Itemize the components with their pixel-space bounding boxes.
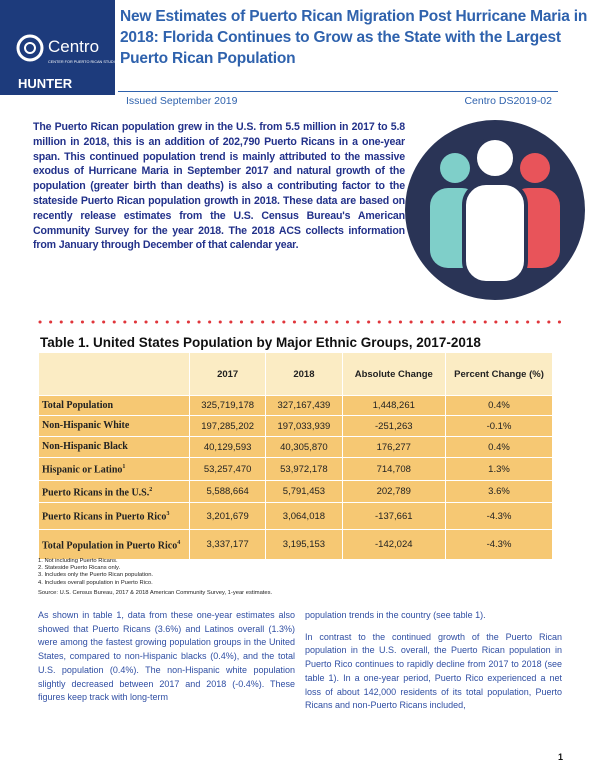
people-figures (430, 136, 560, 285)
table-cell: -0.1% (445, 415, 553, 437)
row-label: Puerto Ricans in the U.S.2 (38, 480, 190, 503)
table-cell: 40,129,593 (188, 436, 267, 458)
table-cell: -251,263 (341, 415, 447, 437)
table-cell: -142,024 (341, 529, 447, 560)
logo-name: Centro (48, 37, 99, 56)
table-cell: 1.3% (445, 457, 553, 481)
logo-subtitle: CENTER FOR PUERTO RICAN STUDIES (48, 60, 120, 64)
table-cell: -4.3% (445, 529, 553, 560)
source: Source: U.S. Census Bureau, 2017 & 2018 … (38, 590, 273, 596)
row-label: Total Population (38, 395, 190, 416)
column-header: Percent Change (%) (445, 352, 553, 396)
table-cell: 714,708 (341, 457, 447, 481)
table-row: Puerto Ricans in Puerto Rico3 3,201,679 3,… (38, 502, 553, 530)
footnote: 1. Not including Puerto Ricans. (38, 558, 118, 564)
table-cell: 176,277 (341, 436, 447, 458)
document-code: Centro DS2019-02 (464, 95, 552, 107)
logo-mark (16, 34, 44, 62)
row-label-text: Total Population (42, 399, 114, 411)
header-rule (118, 91, 558, 92)
table-cell: 53,972,178 (265, 457, 343, 481)
table-cell: 202,789 (341, 480, 447, 503)
footnote-marker: 4 (177, 539, 181, 546)
page-number: 1 (558, 752, 564, 762)
column-header: Absolute Change (341, 352, 447, 396)
body-paragraph: In contrast to the continued growth of t… (305, 631, 562, 711)
header-cell (38, 352, 190, 396)
footnote: 3. Includes only the Puerto Rican popula… (38, 572, 154, 579)
footnote-marker: 3 (166, 511, 170, 518)
footnote-marker: 2 (149, 486, 153, 493)
table-cell: 325,719,178 (188, 395, 267, 416)
table-cell: 5,791,453 (265, 480, 343, 503)
row-label: Non-Hispanic White (38, 415, 190, 437)
row-label: Total Population in Puerto Rico4 (38, 529, 190, 560)
table-cell: 197,033,939 (265, 415, 343, 437)
table-cell: 3,201,679 (188, 502, 267, 530)
figure-head (520, 153, 550, 183)
table-cell: 53,257,470 (188, 457, 267, 481)
table-row: Non-Hispanic White 197,285,202 197,033,939… (38, 415, 553, 437)
figure-head (473, 136, 517, 180)
header-row: 2017 2018 Absolute Change Percent Change (%… (38, 352, 553, 396)
row-label-text: Hispanic or Latino (42, 464, 123, 476)
figure-head (440, 153, 470, 183)
row-label: Non-Hispanic Black (38, 436, 190, 458)
table-row: Hispanic or Latino1 53,257,470 53,972,178 7… (38, 457, 553, 481)
row-label-text: Puerto Ricans in Puerto Rico (42, 511, 167, 523)
footnotes: 1. Not including Puerto Ricans. 2. States… (38, 558, 153, 587)
body-paragraph: As shown in table 1, data from these one… (38, 610, 295, 703)
issued-date: Issued September 2019 (126, 95, 238, 107)
table-cell: -4.3% (445, 502, 553, 530)
footnote-marker: 1 (122, 464, 126, 471)
row-label-text: Non-Hispanic White (42, 420, 130, 431)
table-cell: 3,064,018 (265, 502, 343, 530)
column-header: 2017 (188, 352, 267, 396)
table-cell: 1,448,261 (341, 395, 447, 416)
table-title: Table 1. United States Population by Maj… (40, 335, 481, 350)
figure-body (462, 181, 528, 285)
footnote: 4. Includes overall population in Puerto… (38, 579, 153, 586)
table-cell: 3,337,177 (188, 529, 267, 560)
footnote: 2. Stateside Puerto Ricans only. (38, 565, 121, 572)
body-paragraph: population trends in the country (see ta… (305, 610, 486, 620)
row-label: Hispanic or Latino1 (38, 457, 190, 481)
logo-mark (24, 42, 36, 54)
table-row: Non-Hispanic Black 40,129,593 40,305,870 17… (38, 436, 553, 458)
row-label-text: Puerto Ricans in the U.S. (42, 487, 150, 499)
table-cell: 0.4% (445, 436, 553, 458)
row-label-text: Total Population in Puerto Rico (42, 540, 178, 552)
table-cell: 5,588,664 (188, 480, 267, 503)
table-cell: 0.4% (445, 395, 553, 416)
table-cell: 40,305,870 (265, 436, 343, 458)
logo-college: HUNTER (18, 76, 73, 91)
table-row: Puerto Ricans in the U.S.2 5,588,664 5,791… (38, 480, 553, 503)
table-cell: 197,285,202 (188, 415, 267, 437)
row-label-text: Non-Hispanic Black (42, 441, 128, 452)
data-table: 2017 2018 Absolute Change Percent Change (%… (38, 352, 553, 560)
column-header: 2018 (265, 352, 343, 396)
table-row: Total Population in Puerto Rico4 3,337,17… (38, 529, 553, 560)
table-cell: 327,167,439 (265, 395, 343, 416)
table-cell: 3,195,153 (265, 529, 343, 560)
table-row: Total Population 325,719,178 327,167,439 1,… (38, 395, 553, 416)
body-column: As shown in table 1, data from these one… (38, 609, 295, 713)
row-label: Puerto Ricans in Puerto Rico3 (38, 502, 190, 530)
table-cell: 3.6% (445, 480, 553, 503)
body-column: population trends in the country (see ta… (305, 609, 562, 721)
table-cell: -137,661 (341, 502, 447, 530)
intro-paragraph: The Puerto Rican population grew in the … (33, 121, 405, 252)
title: New Estimates of Puerto Rican Migration … (120, 8, 588, 67)
